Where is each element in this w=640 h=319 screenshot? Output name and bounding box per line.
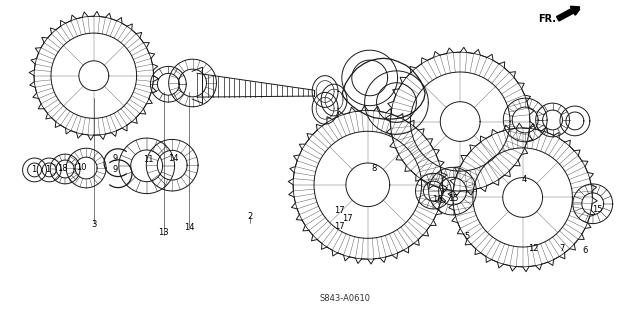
Text: 13: 13	[159, 228, 169, 237]
Text: 3: 3	[91, 219, 97, 229]
Text: 6: 6	[582, 246, 588, 255]
Text: 17: 17	[334, 206, 344, 215]
Text: 18: 18	[56, 164, 67, 173]
Text: 9: 9	[112, 154, 117, 163]
Text: 12: 12	[528, 244, 539, 253]
Text: 10: 10	[76, 163, 86, 172]
Text: S843-A0610: S843-A0610	[320, 293, 371, 302]
Text: 7: 7	[559, 244, 565, 253]
Text: 1: 1	[31, 165, 36, 174]
FancyArrow shape	[557, 6, 580, 21]
Text: 11: 11	[143, 155, 153, 164]
Text: 1: 1	[45, 165, 50, 174]
Text: 17: 17	[334, 222, 344, 231]
Text: 8: 8	[371, 164, 377, 173]
Text: 14: 14	[168, 154, 179, 163]
Text: FR.: FR.	[538, 14, 556, 24]
Text: 15: 15	[449, 194, 459, 203]
Text: 15: 15	[592, 205, 602, 214]
Text: 2: 2	[247, 212, 253, 221]
Text: 4: 4	[522, 175, 527, 184]
Text: 17: 17	[342, 214, 353, 223]
Text: 16: 16	[433, 195, 443, 204]
Text: 14: 14	[184, 223, 195, 232]
Text: 5: 5	[464, 232, 469, 241]
Text: 9: 9	[112, 165, 117, 174]
